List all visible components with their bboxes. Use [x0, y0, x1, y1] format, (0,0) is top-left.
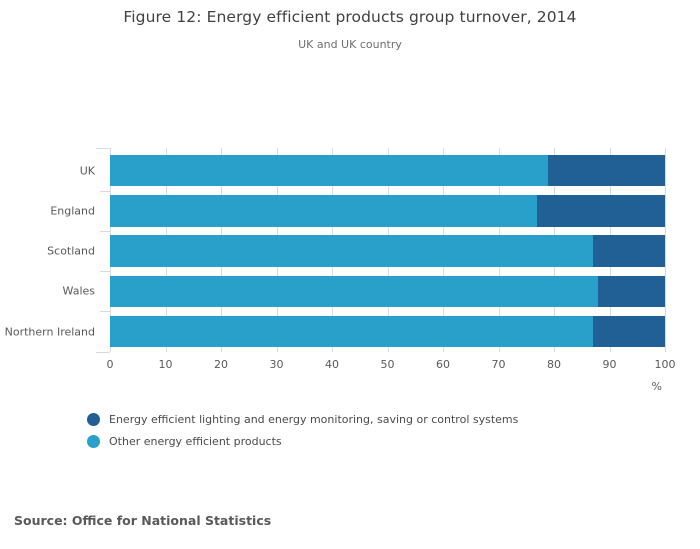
x-tick-label-0: 0: [106, 358, 114, 371]
legend-label: Energy efficient lighting and energy mon…: [109, 412, 519, 426]
legend: Energy efficient lighting and energy mon…: [87, 408, 518, 452]
x-tick-label-70: 70: [491, 358, 506, 371]
category-axis-tick: [96, 148, 110, 149]
category-axis: UK England Scotland Wales Northern Ireland: [0, 148, 96, 352]
category-axis-tick: [100, 311, 110, 313]
x-axis-unit-label: %: [651, 380, 662, 393]
bar-row-england: [110, 195, 665, 227]
x-tick-label-80: 80: [547, 358, 561, 371]
bar-segment: [110, 275, 599, 307]
chart-title: Figure 12: Energy efficient products gro…: [123, 8, 577, 26]
x-tick-label-50: 50: [380, 358, 395, 371]
x-tick-label-60: 60: [436, 358, 450, 371]
bar-segment: [598, 275, 665, 307]
bar-segment: [548, 155, 665, 187]
bar-row-northern-ireland: [110, 315, 665, 348]
plot-area: [110, 148, 666, 352]
legend-swatch-icon: [87, 412, 100, 426]
chart-subtitle: UK and UK country: [298, 38, 402, 51]
legend-item: Other energy efficient products: [87, 430, 518, 452]
bar-segment: [592, 235, 665, 267]
x-tick-label-100: 100: [654, 358, 676, 371]
bar-segment: [537, 195, 665, 227]
category-label: Scotland: [47, 244, 95, 258]
gridline-100: [665, 148, 666, 352]
x-tick-label-30: 30: [269, 358, 284, 371]
legend-swatch-icon: [87, 434, 100, 448]
x-axis-tick-labels: 0 10 20 30 40 50 60 70 80 90 100: [106, 358, 676, 372]
legend-label: Other energy efficient products: [109, 434, 282, 448]
source-text: Source: Office for National Statistics: [14, 513, 272, 528]
category-axis-tick: [96, 352, 110, 353]
bar-segment: [110, 315, 593, 348]
legend-item: Energy efficient lighting and energy mon…: [87, 408, 518, 430]
x-tick-label-10: 10: [158, 358, 173, 371]
category-label: UK: [79, 164, 95, 178]
category-axis-tick: [100, 271, 110, 273]
x-tick-label-20: 20: [214, 358, 228, 371]
bar-row-wales: [110, 275, 665, 307]
bar-segment: [110, 155, 549, 187]
x-tick-label-40: 40: [325, 358, 339, 371]
bar-row-scotland: [110, 235, 665, 267]
bar-segment: [110, 195, 538, 227]
category-axis-tick: [100, 231, 110, 232]
category-label: England: [50, 204, 95, 218]
category-label: Wales: [62, 284, 95, 298]
category-label: Northern Ireland: [4, 325, 95, 338]
x-tick-label-90: 90: [602, 358, 617, 371]
bar-segment: [592, 315, 665, 348]
category-axis-tick: [100, 190, 110, 192]
bar-row-uk: [110, 155, 665, 187]
bar-segment: [110, 235, 593, 267]
